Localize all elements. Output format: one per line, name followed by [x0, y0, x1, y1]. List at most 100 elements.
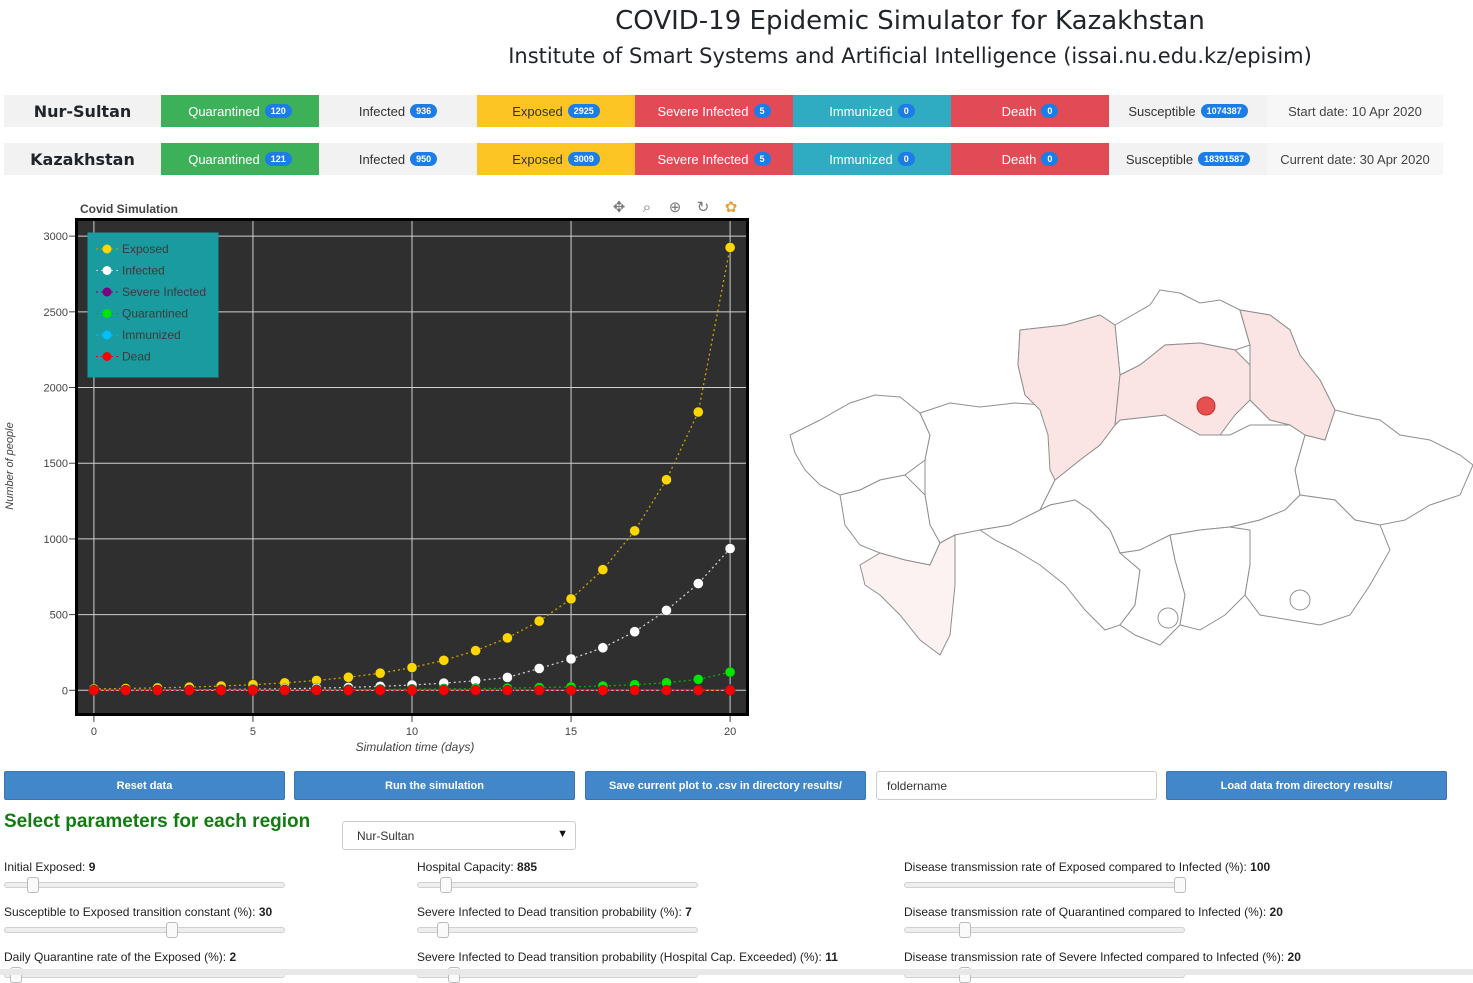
param-value: 100: [1250, 860, 1271, 874]
reset-data-button[interactable]: Reset data: [4, 771, 285, 800]
param-slider[interactable]: [904, 877, 1186, 893]
infected-badge: 950: [410, 152, 438, 166]
data-point-exposed: [724, 242, 736, 253]
data-point-quarantined: [724, 666, 736, 678]
y-tick-label: 3000: [44, 231, 68, 243]
data-point-infected: [597, 642, 609, 653]
exposed-badge: 2925: [567, 104, 600, 118]
x-tick-label: 0: [91, 726, 97, 735]
param-label: Susceptible to Exposed transition consta…: [4, 905, 272, 919]
map-region-mangystau-highlight: [859, 534, 956, 656]
data-point-exposed: [597, 564, 609, 575]
data-point-dead: [184, 685, 195, 696]
param-slider[interactable]: [417, 877, 698, 893]
reset-icon[interactable]: ↻: [696, 199, 710, 216]
slider-handle[interactable]: [166, 922, 179, 938]
horizontal-scrollbar[interactable]: [0, 969, 1473, 975]
legend-label: Quarantined: [122, 307, 188, 321]
param-label-text: Daily Quarantine rate of the Exposed (%)…: [4, 950, 230, 964]
stats-row-kazakhstan: Kazakhstan Quarantined 121 Infected 950 Ex…: [4, 143, 1443, 175]
param-label: Disease transmission rate of Exposed com…: [904, 860, 1270, 874]
param-slider[interactable]: [417, 922, 698, 938]
slider-handle[interactable]: [26, 877, 39, 893]
data-point-exposed: [661, 474, 672, 485]
data-point-infected: [534, 663, 545, 674]
param-slider[interactable]: [4, 877, 285, 893]
param-slider[interactable]: [904, 922, 1185, 938]
death-badge: 0: [1041, 104, 1059, 118]
slider-handle[interactable]: [958, 922, 971, 938]
data-point-dead: [215, 685, 227, 696]
param-label: Severe Infected to Dead transition proba…: [417, 950, 838, 964]
box-zoom-icon[interactable]: ⌕: [642, 198, 652, 216]
param-value: 2: [229, 950, 237, 964]
data-point-exposed: [374, 667, 386, 679]
data-point-dead: [374, 685, 386, 696]
data-point-dead: [629, 685, 640, 696]
quarantined-badge: 121: [264, 152, 292, 166]
kazakhstan-map[interactable]: [780, 285, 1473, 675]
load-data-button[interactable]: Load data from directory results/: [1166, 771, 1447, 800]
map-marker-almaty: [1289, 589, 1311, 611]
data-point-exposed: [693, 406, 704, 418]
stats-row-nur-sultan: Nur-Sultan Quarantined 120 Infected 936 Ex…: [4, 95, 1443, 127]
slider-handle[interactable]: [1174, 877, 1186, 893]
map-region-kyzylorda: [978, 499, 1141, 631]
legend-label: Immunized: [122, 328, 181, 342]
data-point-infected: [502, 672, 513, 683]
legend-label: Exposed: [122, 242, 169, 256]
region-name: Nur-Sultan: [4, 95, 161, 127]
region-select[interactable]: Nur-Sultan ▼: [342, 821, 576, 850]
quarantined-stat: Quarantined 121: [161, 143, 319, 175]
map-region-zhambyl: [1169, 526, 1251, 631]
data-point-dead: [502, 685, 513, 696]
page-title: COVID-19 Epidemic Simulator for Kazakhst…: [615, 6, 1205, 36]
param-value: 20: [1287, 950, 1301, 964]
folder-name-input[interactable]: [876, 771, 1157, 800]
data-point-infected: [661, 605, 672, 616]
data-point-infected: [724, 543, 736, 554]
param-value: 30: [258, 905, 273, 919]
start-date: Start date: 10 Apr 2020: [1267, 95, 1443, 127]
exposed-stat: Exposed 2925: [477, 95, 635, 127]
param-slider[interactable]: [4, 922, 285, 938]
immunized-stat: Immunized 0: [793, 143, 951, 175]
data-point-dead: [88, 685, 100, 696]
severe-badge: 5: [753, 104, 771, 118]
slider-handle[interactable]: [439, 877, 452, 893]
run-simulation-button[interactable]: Run the simulation: [294, 771, 575, 800]
dropdown-arrow-icon: ▼: [557, 828, 568, 840]
y-tick-label: 1500: [44, 458, 68, 470]
map-region-pavlodar-highlight: [1239, 309, 1336, 441]
save-csv-button[interactable]: Save current plot to .csv in directory r…: [585, 771, 866, 800]
plot-title: Covid Simulation: [80, 202, 179, 216]
legend-swatch: [102, 287, 112, 297]
covid-simulation-plot[interactable]: 0 5 10 15 20 0 500 1000 1500 2000 2500 3000 Exposed I…: [0, 215, 760, 735]
param-value: 9: [88, 860, 96, 874]
current-date: Current date: 30 Apr 2020: [1267, 143, 1443, 175]
param-label: Severe Infected to Dead transition proba…: [417, 905, 692, 919]
param-value: 20: [1269, 905, 1283, 919]
data-point-dead: [565, 685, 577, 696]
page-subtitle: Institute of Smart Systems and Artificia…: [508, 44, 1312, 68]
quarantined-badge: 120: [264, 104, 292, 118]
map-region-west-kazakhstan: [789, 394, 931, 496]
susceptible-badge: 18391587: [1198, 152, 1251, 166]
data-point-dead: [247, 685, 259, 696]
slider-handle[interactable]: [436, 922, 449, 938]
data-point-exposed: [565, 593, 577, 605]
data-point-dead: [534, 685, 545, 696]
series-line-exposed: [93, 247, 731, 690]
legend-label: Infected: [122, 264, 165, 278]
param-label: Disease transmission rate of Quarantined…: [904, 905, 1283, 919]
region-select-value: Nur-Sultan: [357, 828, 415, 843]
data-point-dead: [152, 685, 163, 696]
data-point-infected: [565, 653, 577, 665]
bokeh-logo-icon[interactable]: ✿: [724, 199, 738, 216]
param-label-text: Initial Exposed:: [4, 860, 89, 874]
quarantined-stat: Quarantined 120: [161, 95, 319, 127]
pan-icon[interactable]: ✥: [612, 199, 626, 216]
param-label: Daily Quarantine rate of the Exposed (%)…: [4, 950, 236, 964]
data-point-dead: [693, 685, 704, 696]
wheel-zoom-icon[interactable]: ⊕: [668, 199, 682, 216]
